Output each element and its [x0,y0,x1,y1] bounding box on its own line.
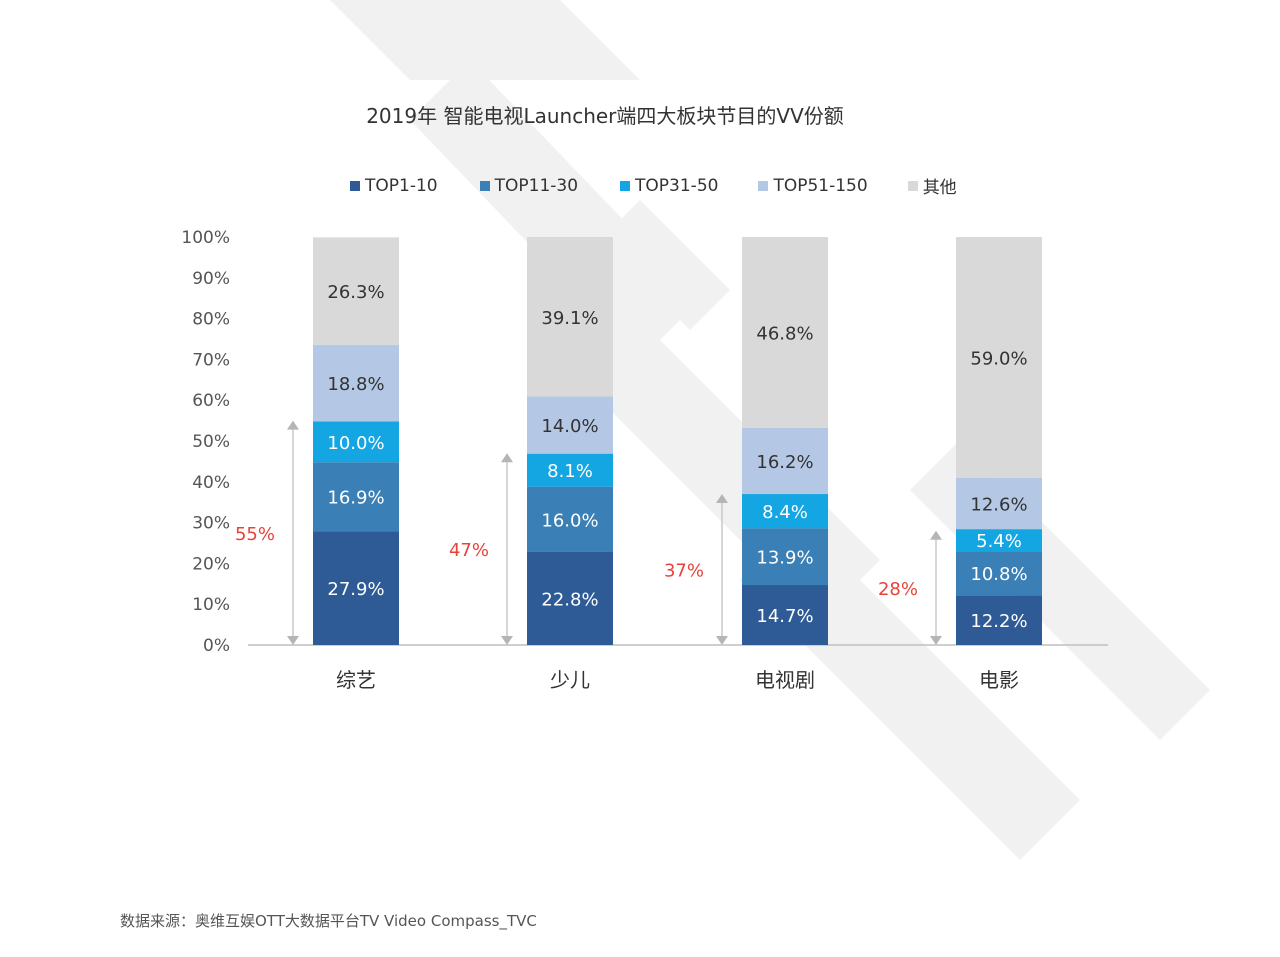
legend-swatch [758,180,769,191]
y-tick-label: 30% [192,514,230,534]
bar-segment [956,477,1042,530]
data-label: 8.4% [762,502,808,523]
y-tick-label: 100% [181,228,230,248]
y-tick-label: 0% [203,636,230,656]
bar-segment [527,396,613,454]
bar-segment [742,494,828,529]
bar-segment [527,551,613,645]
y-tick-label: 80% [192,310,230,330]
y-tick-label: 70% [192,350,230,370]
data-label: 16.9% [327,488,384,509]
y-tick-label: 40% [192,473,230,493]
bar-segment [527,453,613,487]
bar-segment [313,531,399,645]
y-tick-label: 90% [192,269,230,289]
bar-segment [956,595,1042,645]
bar-segment [313,237,399,345]
legend-label: TOP11-30 [494,175,579,196]
legend-item: TOP31-50 [620,173,718,198]
bar-segment [527,486,613,552]
legend-swatch [350,180,360,191]
bar-segment [742,528,828,586]
legend-label: TOP1-10 [365,175,438,196]
annotation-arrow-head-down [287,636,299,645]
category-label: 电影 [979,668,1019,692]
data-label: 16.0% [541,510,598,531]
legend-item: TOP11-30 [479,173,579,198]
y-tick-label: 10% [192,595,230,615]
data-label: 5.4% [976,531,1022,552]
data-label: 10.8% [970,564,1027,585]
data-label: 27.9% [327,579,384,600]
y-tick-label: 20% [192,554,230,574]
bar-segment [956,551,1042,596]
data-label: 14.7% [756,606,813,627]
data-label: 12.6% [970,494,1027,515]
annotation-label: 55% [235,524,275,545]
legend-item: 其他 [907,173,957,198]
bar-segment [313,462,399,532]
bar-segment [742,237,828,428]
bar-segment [956,237,1042,478]
legend-label: 其他 [922,178,957,198]
chart-title: 2019年 智能电视Launcher端四大板块节目的VV份额 [366,104,844,128]
annotation-arrow-head-up [287,420,299,430]
data-label: 8.1% [547,461,593,482]
annotation-arrow-head-down [501,636,513,645]
data-label: 39.1% [541,308,598,329]
bar-segment [313,344,399,422]
legend-label: TOP51-150 [773,175,868,196]
legend-item: TOP1-10 [350,173,438,198]
bar-segment [313,421,399,463]
bar-segment [527,237,613,397]
category-label: 少儿 [550,668,590,692]
legend: TOP1-10 TOP11-30 TOP31-50 TOP51-150 其他 [350,173,957,198]
annotation-label: 28% [878,579,918,600]
annotation-arrow-head-up [501,453,513,463]
legend-swatch [479,180,490,191]
annotation-label: 37% [664,561,704,582]
data-label: 10.0% [327,433,384,454]
category-label: 电视剧 [755,668,815,692]
legend-item: TOP51-150 [758,173,868,198]
annotation-arrow-head-up [930,530,942,540]
data-label: 22.8% [541,589,598,610]
annotation-label: 47% [449,540,489,561]
data-label: 26.3% [327,282,384,303]
data-label: 14.0% [541,416,598,437]
data-label: 46.8% [756,323,813,344]
legend-label: TOP31-50 [635,175,719,196]
data-label: 13.9% [756,548,813,569]
legend-swatch [907,180,918,191]
legend-swatch [620,180,631,191]
source-note: 数据来源：奥维互娱OTT大数据平台TV Video Compass_TVC [120,912,537,930]
bar-segment [742,427,828,495]
y-tick-label: 60% [192,391,230,411]
y-tick-label: 50% [192,432,230,452]
annotation-arrow-head-down [930,636,942,645]
data-label: 18.8% [327,374,384,395]
bar-segment [956,529,1042,552]
data-label: 59.0% [970,348,1027,369]
annotation-arrow-head-down [716,636,728,645]
data-label: 16.2% [756,452,813,473]
annotation-arrow-head-up [716,494,728,504]
data-label: 12.2% [970,611,1027,632]
category-label: 综艺 [336,668,376,692]
bar-segment [742,585,828,645]
